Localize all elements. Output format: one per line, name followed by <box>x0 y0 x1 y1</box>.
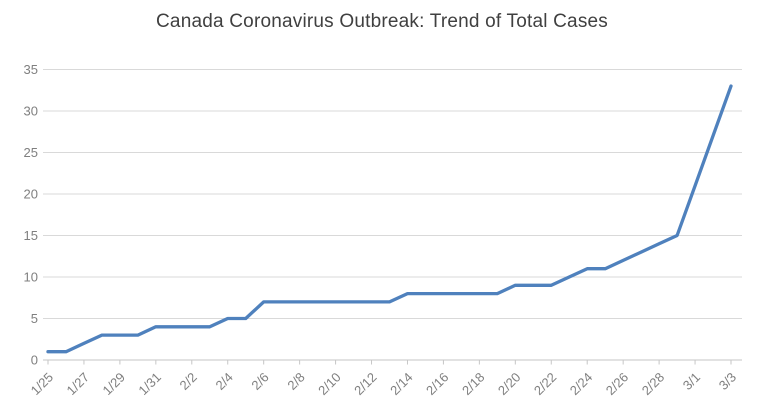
x-tick-label: 2/6 <box>248 370 271 393</box>
y-tick-label: 25 <box>24 145 38 160</box>
chart-title: Canada Coronavirus Outbreak: Trend of To… <box>156 11 608 32</box>
x-tick-label: 2/12 <box>351 370 380 399</box>
x-tick-label: 1/25 <box>28 370 57 399</box>
x-tick-label: 2/8 <box>284 370 307 393</box>
x-tick-label: 2/16 <box>423 370 452 399</box>
x-tick-label: 2/28 <box>639 370 668 399</box>
x-tick-label: 1/31 <box>135 370 164 399</box>
x-tick-label: 2/24 <box>567 370 596 399</box>
series-line-total-cases <box>46 84 733 354</box>
x-tick-label: 3/1 <box>680 370 703 393</box>
y-tick-label: 30 <box>24 104 38 119</box>
y-tick-label: 15 <box>24 228 38 243</box>
y-tick-label: 35 <box>24 62 38 77</box>
x-tick-label: 3/3 <box>716 370 739 393</box>
y-tick-label: 20 <box>24 187 38 202</box>
x-tick-label: 1/29 <box>100 370 129 399</box>
x-tick-label: 2/10 <box>315 370 344 399</box>
y-tick-label: 0 <box>31 353 38 368</box>
y-tick-label: 5 <box>31 311 38 326</box>
x-tick-label: 2/26 <box>603 370 632 399</box>
x-tick-label: 2/22 <box>531 370 560 399</box>
x-tick-label: 2/20 <box>495 370 524 399</box>
x-tick-label: 2/18 <box>459 370 488 399</box>
x-tick-label: 2/14 <box>387 370 416 399</box>
x-tick-label: 1/27 <box>64 370 93 399</box>
x-tick-label: 2/2 <box>177 370 200 393</box>
x-tick-label: 2/4 <box>212 370 235 393</box>
y-tick-label: 10 <box>24 270 38 285</box>
